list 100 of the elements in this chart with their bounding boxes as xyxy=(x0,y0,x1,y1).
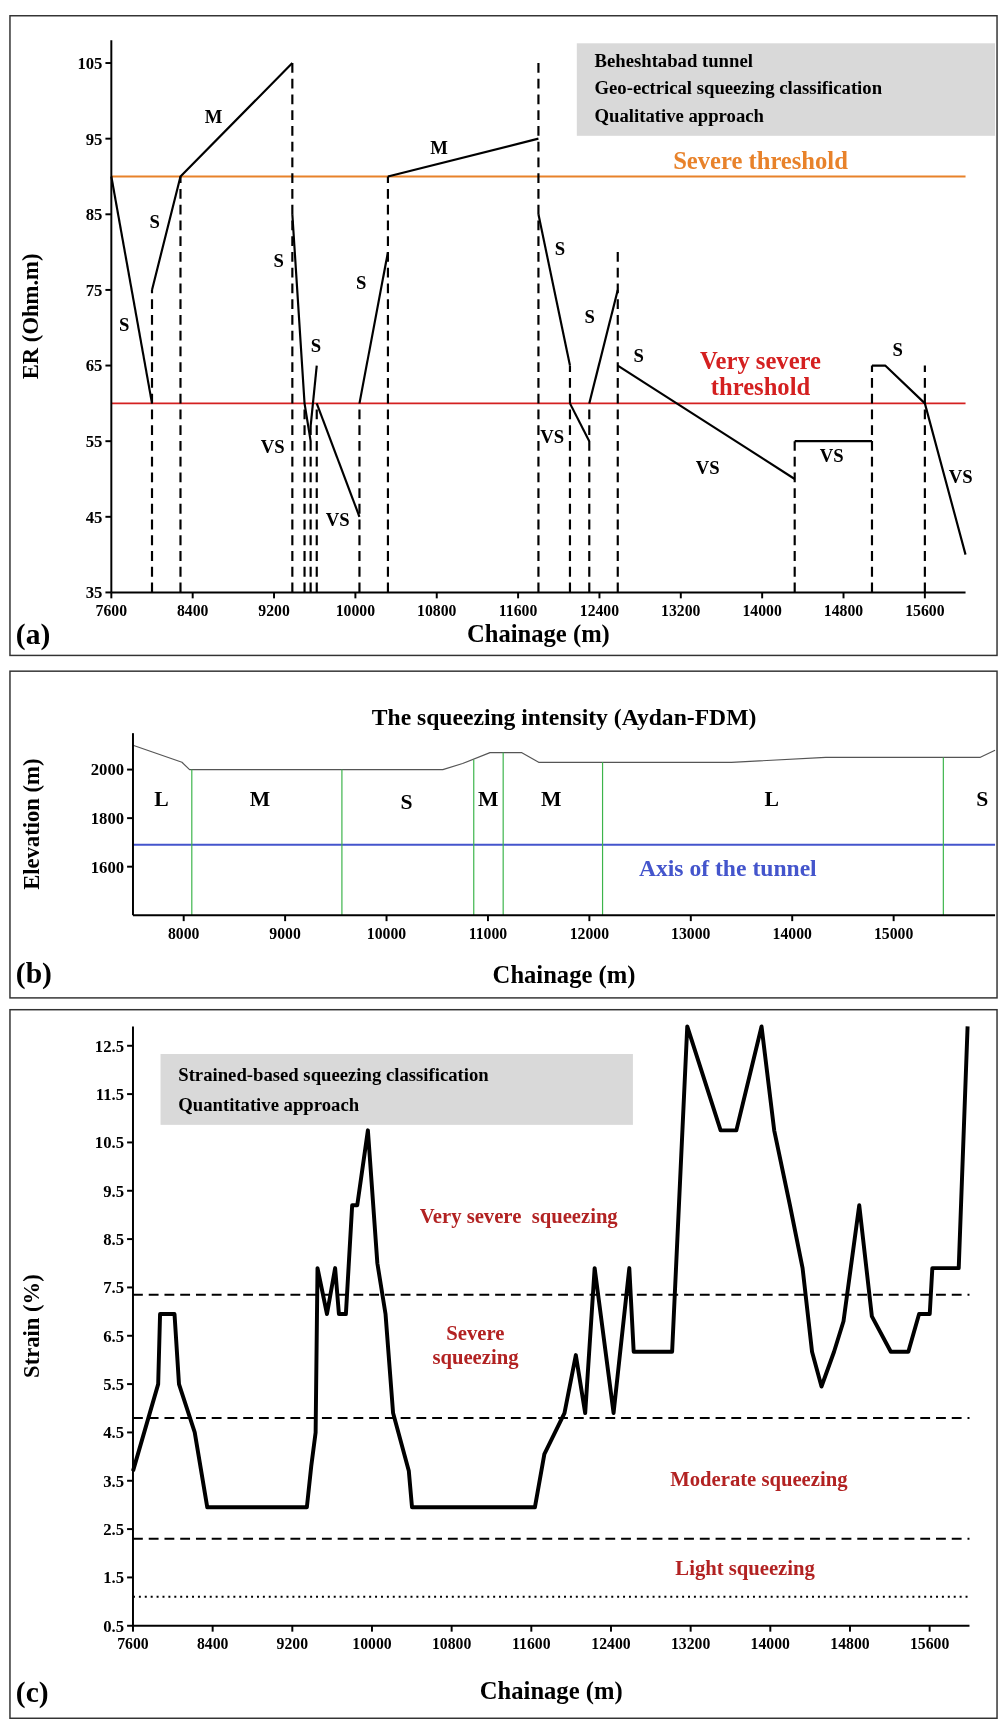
x-tick-label: 10000 xyxy=(366,924,407,942)
x-tick-label: 9200 xyxy=(276,1635,309,1653)
y-tick-label: 7.5 xyxy=(103,1278,125,1298)
y-axis-title: ER (Ohm.m) xyxy=(17,253,43,380)
annotation: S xyxy=(273,249,284,271)
y-tick-label: 9.5 xyxy=(103,1181,125,1201)
y-tick-label: 10.5 xyxy=(94,1133,125,1153)
y-tick-label: 65 xyxy=(85,356,103,376)
x-tick-label: 10800 xyxy=(431,1635,472,1653)
annotation: M xyxy=(541,786,562,811)
y-tick-label: 6.5 xyxy=(103,1326,125,1346)
annotation: Light squeezing xyxy=(675,1556,816,1580)
y-tick-label: 5.5 xyxy=(103,1375,125,1394)
y-tick-label: 11.5 xyxy=(95,1085,125,1104)
annotation: VS xyxy=(819,444,844,466)
x-tick-label: 14800 xyxy=(830,1635,870,1653)
text: (a) xyxy=(15,617,51,651)
annotation: S xyxy=(976,786,989,811)
x-tick-label: 14000 xyxy=(772,924,813,942)
x-tick-label: 11600 xyxy=(498,602,538,620)
annotation: VS xyxy=(325,508,350,530)
annotation: L xyxy=(154,786,169,811)
x-axis-title: Chainage (m) xyxy=(479,1676,623,1705)
x-axis-title: Chainage (m) xyxy=(467,619,610,648)
x-tick-label: 15600 xyxy=(909,1635,950,1653)
annotation: S xyxy=(400,789,413,814)
annotation: M xyxy=(430,136,449,158)
y-tick-label: 4.5 xyxy=(103,1423,125,1443)
ref-line-label: Severe threshold xyxy=(673,146,849,174)
x-tick-label: 7600 xyxy=(95,602,128,620)
annotation: M xyxy=(478,786,499,811)
annotation: S xyxy=(892,339,903,361)
y-tick-label: 1800 xyxy=(90,809,125,829)
x-tick-label: 13000 xyxy=(671,924,711,942)
annotation: Severe squeezing xyxy=(432,1321,520,1370)
y-tick-label: 95 xyxy=(85,129,103,149)
annotation: Qualitative approach xyxy=(594,105,765,127)
y-tick-label: 0.5 xyxy=(103,1616,125,1636)
y-tick-label: 1600 xyxy=(90,857,125,877)
y-tick-label: 2.5 xyxy=(103,1520,125,1539)
annotation: Very severe squeezing xyxy=(419,1205,619,1229)
text: (b) xyxy=(15,957,52,991)
annotation: M xyxy=(204,106,223,128)
annotation: M xyxy=(249,786,271,811)
annotation: VS xyxy=(260,435,285,457)
x-tick-label: 9200 xyxy=(258,602,290,620)
x-axis-title: Chainage (m) xyxy=(492,961,636,990)
annotation: Quantitative approach xyxy=(178,1094,360,1116)
annotation: S xyxy=(554,237,566,259)
annotation: VS xyxy=(695,457,720,479)
annotation: Moderate squeezing xyxy=(670,1468,849,1492)
x-tick-label: 10000 xyxy=(352,1635,392,1653)
x-tick-label: 10800 xyxy=(417,602,457,620)
annotation: S xyxy=(584,305,595,327)
ref-line-label: Very severe threshold xyxy=(700,346,822,401)
y-tick-label: 35 xyxy=(85,583,103,603)
annotation: S xyxy=(149,211,160,233)
ref-line-label: Axis of the tunnel xyxy=(638,855,818,882)
y-axis-title: Strain (%) xyxy=(19,1274,45,1378)
y-axis-title: Elevation (m) xyxy=(19,758,45,890)
annotation: Beheshtabad tunnel xyxy=(594,49,753,71)
x-tick-label: 14000 xyxy=(750,1635,791,1653)
annotation: S xyxy=(356,272,367,294)
x-tick-label: 12000 xyxy=(569,924,610,942)
annotation: VS xyxy=(540,425,565,447)
y-tick-label: 12.5 xyxy=(94,1036,125,1056)
x-tick-label: 11000 xyxy=(468,924,508,942)
x-tick-label: 14000 xyxy=(742,602,782,620)
x-tick-label: 8400 xyxy=(196,1635,229,1653)
annotation: S xyxy=(310,335,322,357)
y-tick-label: 45 xyxy=(85,507,103,527)
x-tick-label: 14800 xyxy=(823,602,864,620)
text: (c) xyxy=(15,1675,49,1709)
annotation: S xyxy=(633,345,645,367)
x-tick-label: 13200 xyxy=(661,602,701,620)
x-tick-label: 12400 xyxy=(591,1635,631,1653)
y-tick-label: 8.5 xyxy=(103,1230,125,1249)
x-tick-label: 8000 xyxy=(167,924,200,942)
y-tick-label: 1.5 xyxy=(103,1568,125,1588)
annotation: Geo-ectrical squeezing classification xyxy=(594,77,883,99)
x-tick-label: 8400 xyxy=(176,602,209,620)
y-tick-label: 3.5 xyxy=(103,1471,125,1491)
y-tick-label: 75 xyxy=(85,280,103,300)
x-tick-label: 11600 xyxy=(512,1635,551,1653)
x-tick-label: 10000 xyxy=(335,602,376,620)
annotation: VS xyxy=(948,466,973,488)
y-tick-label: 55 xyxy=(85,432,103,452)
x-tick-label: 7600 xyxy=(117,1635,149,1653)
annotation: L xyxy=(764,786,779,811)
x-tick-label: 15600 xyxy=(905,602,945,620)
chart-title: The squeezing intensity (Aydan-FDM) xyxy=(371,704,757,731)
annotation: S xyxy=(118,313,130,335)
y-tick-label: 2000 xyxy=(90,760,125,780)
x-tick-label: 15000 xyxy=(873,924,914,942)
x-tick-label: 9000 xyxy=(269,924,301,942)
x-tick-label: 12400 xyxy=(579,602,620,620)
y-tick-label: 85 xyxy=(85,205,103,225)
x-tick-label: 13200 xyxy=(670,1635,711,1653)
annotation: Strained-based squeezing classification xyxy=(178,1063,490,1085)
y-tick-label: 105 xyxy=(77,53,103,73)
